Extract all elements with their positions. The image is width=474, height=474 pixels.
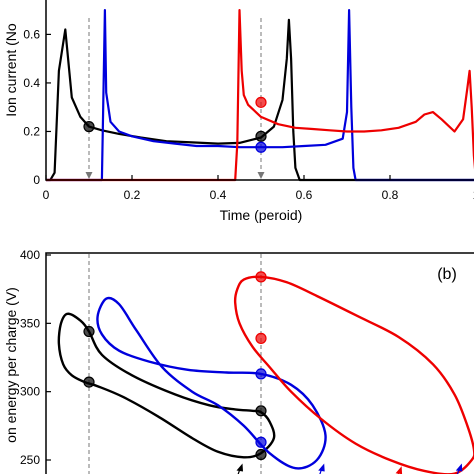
panel-a-series-line-0 — [46, 18, 474, 182]
panel-a-marker-arrow-0 — [85, 172, 93, 179]
panel-a-xtick-label-2: 0.4 — [210, 188, 227, 202]
panel-a-point-0-1 — [255, 130, 267, 142]
panel-b-point-1 — [83, 376, 95, 388]
panel-a-point-0-0 — [83, 121, 95, 133]
panel-b-loop-0 — [57, 312, 276, 459]
panel-b-arrowhead-2 — [395, 466, 403, 474]
panel-b-ytick-label-3: 400 — [20, 248, 40, 262]
panel-a: 0 0.2 0.4 0.6 0.8 1 0 0.2 0.4 0.6 Time (peroid) I… — [3, 0, 474, 223]
panel-b-point-5 — [255, 436, 267, 448]
panel-a-ytick-label-0: 0 — [33, 173, 40, 187]
panel-b-point-4 — [255, 368, 267, 380]
panel-b-point-0 — [83, 325, 95, 338]
panel-b-point-7 — [255, 332, 267, 344]
panel-a-point-2-0 — [255, 96, 267, 108]
panel-b-ytick-label-1: 300 — [20, 385, 40, 399]
panel-b-ticks: 250 300 350 400 — [20, 248, 51, 467]
panel-b-point-3 — [255, 448, 267, 461]
panel-a-frame — [45, 0, 474, 181]
panel-b-ytick-label-0: 250 — [20, 453, 40, 467]
panel-b-point-2 — [255, 405, 267, 417]
panel-a-xtick-label-1: 0.2 — [124, 188, 141, 202]
panel-b-frame — [45, 252, 474, 474]
panel-a-xtick-label-3: 0.6 — [296, 188, 313, 202]
panel-a-series-line-1 — [46, 9, 474, 182]
panel-b-label: (b) — [437, 266, 457, 283]
panel-b-ytick-label-2: 350 — [20, 316, 40, 330]
panel-a-ytick-label-3: 0.6 — [23, 27, 40, 41]
panel-b-point-6 — [255, 271, 267, 283]
panel-b-ylabel: on energy per charge (V) — [3, 287, 19, 443]
panel-a-marker-arrow-1 — [257, 172, 265, 179]
panel-b: 250 300 350 400 (b) on energy per charge (V… — [3, 248, 474, 474]
panel-a-ytick-label-1: 0.2 — [23, 124, 40, 138]
panel-a-series-line-2 — [46, 9, 474, 182]
panel-b-marks — [57, 254, 474, 474]
panel-a-point-1-0 — [255, 141, 267, 153]
panel-a-ticks: 0 0.2 0.4 0.6 0.8 1 0 0.2 0.4 0.6 — [23, 27, 474, 202]
panel-b-loop-1 — [96, 296, 327, 470]
panel-b-loop-2 — [233, 275, 474, 474]
panel-a-xlabel: Time (peroid) — [220, 207, 303, 223]
panel-b-arrowhead-3 — [455, 463, 463, 472]
panel-a-ytick-label-2: 0.4 — [23, 76, 40, 90]
panel-b-arrowhead-1 — [318, 463, 325, 472]
panel-a-xtick-label-4: 0.8 — [382, 188, 399, 202]
panel-a-marks — [46, 9, 474, 182]
panel-a-xtick-label-0: 0 — [43, 188, 50, 202]
panel-a-ylabel: Ion current (No — [3, 23, 19, 117]
panel-a-xtick-label-5: 1 — [473, 188, 474, 202]
panel-b-arrowhead-0 — [236, 463, 243, 472]
